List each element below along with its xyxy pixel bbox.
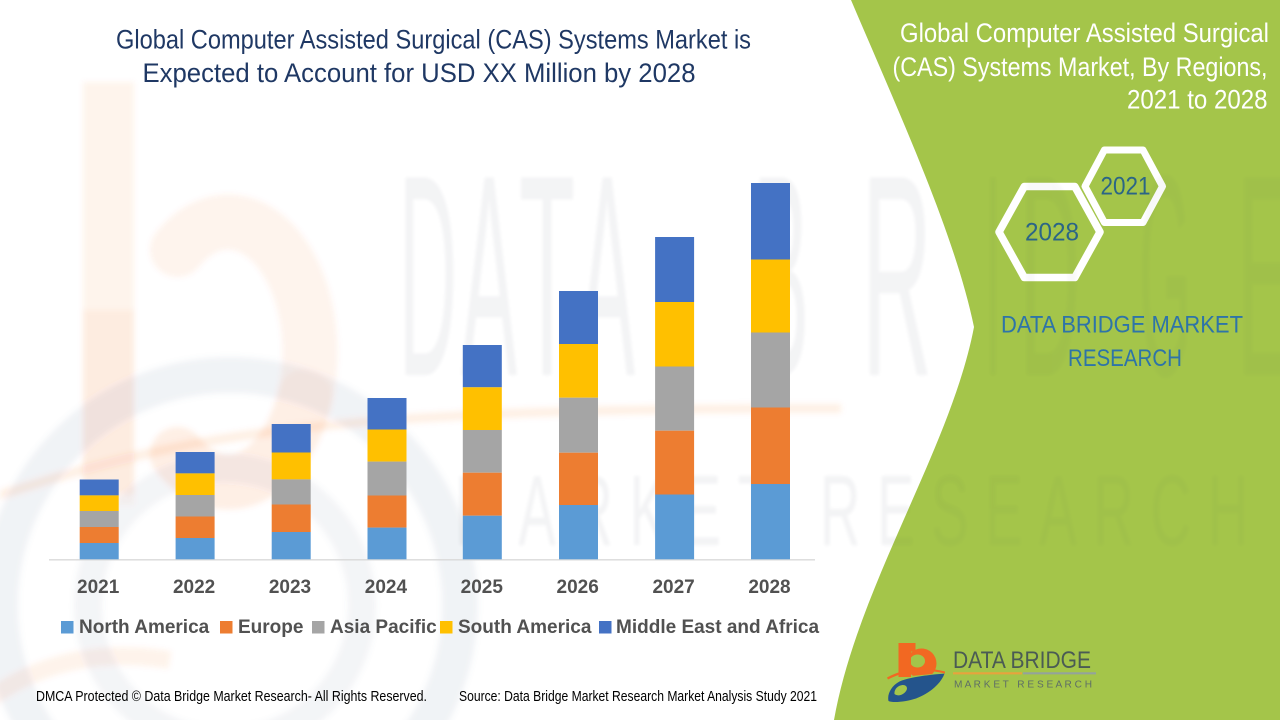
svg-text:DATA BRIDGE: DATA BRIDGE <box>953 647 1091 674</box>
svg-text:R: R <box>862 115 932 436</box>
svg-text:E: E <box>1237 115 1280 436</box>
svg-text:2024: 2024 <box>365 577 408 598</box>
svg-text:D: D <box>399 115 457 436</box>
svg-text:RESEARCH: RESEARCH <box>1068 345 1182 372</box>
svg-text:2023: 2023 <box>269 577 311 598</box>
svg-text:DMCA Protected © Data Bridge M: DMCA Protected © Data Bridge Market Rese… <box>36 689 427 705</box>
svg-text:Source: Data Bridge Market Res: Source: Data Bridge Market Research Mark… <box>459 689 817 705</box>
svg-text:North America: North America <box>79 617 210 638</box>
svg-text:Asia Pacific: Asia Pacific <box>330 617 437 638</box>
svg-text:2021 to 2028: 2021 to 2028 <box>1127 85 1268 115</box>
svg-text:2021: 2021 <box>1101 173 1151 201</box>
svg-text:2027: 2027 <box>652 577 694 598</box>
svg-text:2028: 2028 <box>748 577 790 598</box>
svg-text:D: D <box>1020 115 1080 436</box>
svg-text:Global Computer Assisted Surgi: Global Computer Assisted Surgical (CAS) … <box>116 25 751 55</box>
svg-text:2028: 2028 <box>1025 219 1079 247</box>
svg-text:2022: 2022 <box>173 577 215 598</box>
svg-text:2026: 2026 <box>557 577 599 598</box>
svg-text:South America: South America <box>458 617 592 638</box>
svg-text:2025: 2025 <box>461 577 504 598</box>
svg-text:Expected to Account for USD XX: Expected to Account for USD XX Million b… <box>143 58 696 88</box>
svg-text:M A R K E T R E S E A R C H: M A R K E T R E S E A R C H <box>954 680 1092 691</box>
svg-text:G: G <box>1139 115 1191 436</box>
svg-text:DATA BRIDGE MARKET: DATA BRIDGE MARKET <box>1001 312 1243 339</box>
svg-text:(CAS) Systems Market, By Regio: (CAS) Systems Market, By Regions, <box>893 52 1268 82</box>
svg-text:2021: 2021 <box>77 577 120 598</box>
svg-text:Europe: Europe <box>238 617 303 638</box>
svg-text:I: I <box>985 115 1001 436</box>
svg-text:Middle East and Africa: Middle East and Africa <box>616 617 819 638</box>
svg-text:Global Computer Assisted Surgi: Global Computer Assisted Surgical <box>900 18 1269 48</box>
